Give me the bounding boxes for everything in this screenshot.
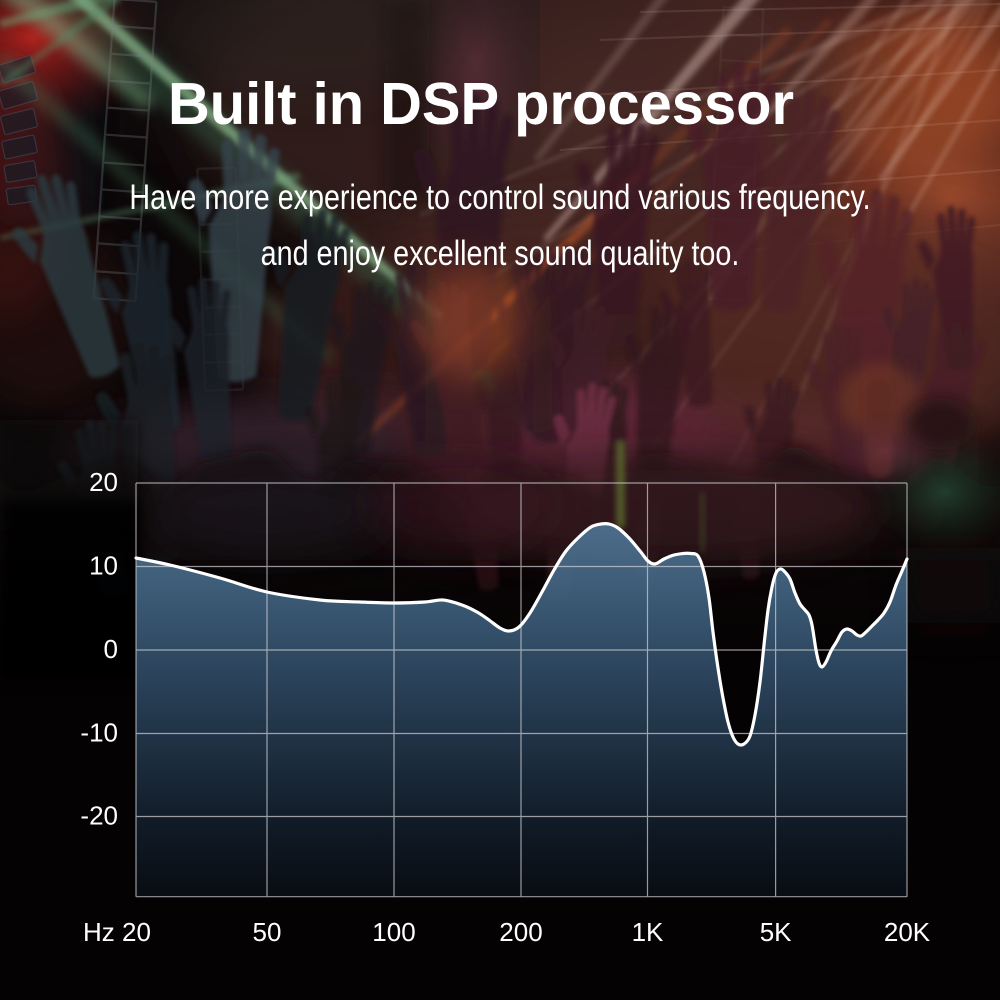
svg-text:20: 20 [89,467,118,497]
svg-text:20K: 20K [884,917,931,947]
svg-text:1K: 1K [632,917,664,947]
svg-text:Hz 20: Hz 20 [83,917,151,947]
svg-text:5K: 5K [760,917,792,947]
svg-text:200: 200 [499,917,542,947]
svg-text:0: 0 [104,634,118,664]
svg-text:-20: -20 [80,801,118,831]
svg-text:-10: -10 [80,718,118,748]
svg-text:10: 10 [89,551,118,581]
svg-text:100: 100 [372,917,415,947]
svg-text:50: 50 [253,917,282,947]
